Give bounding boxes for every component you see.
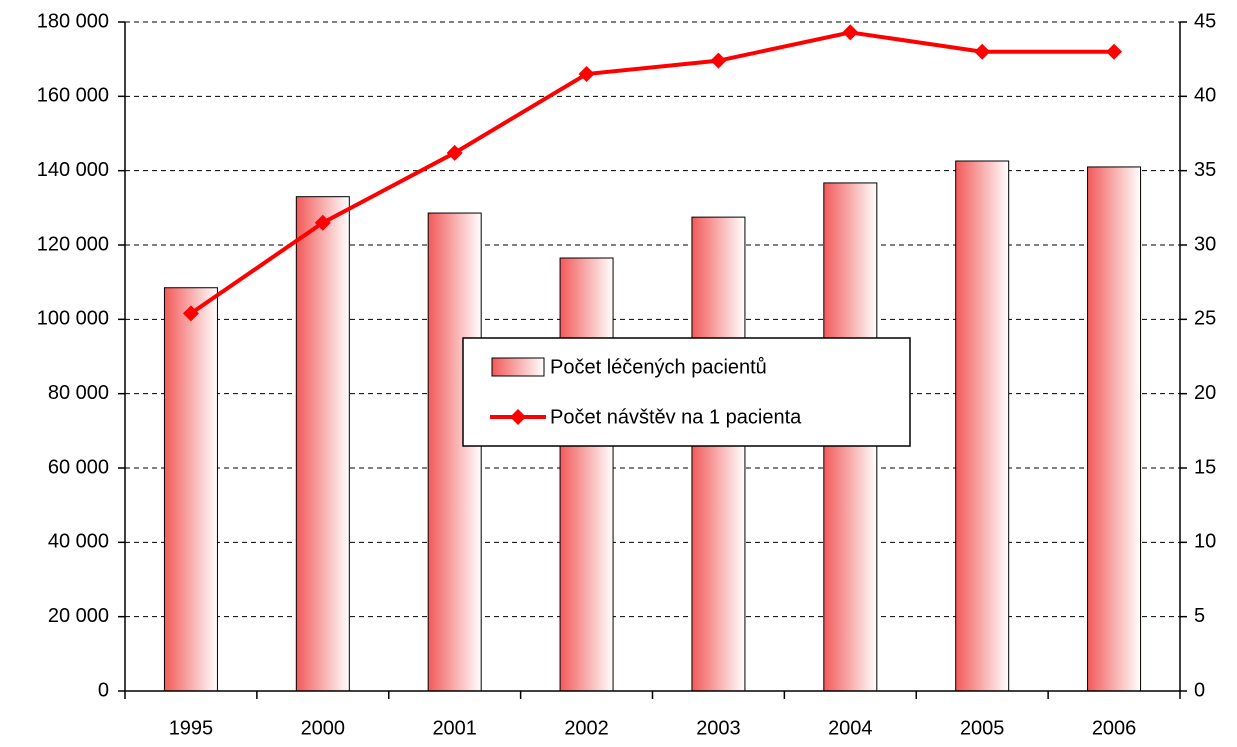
x-tick-label: 2001 [432, 717, 477, 739]
y-tick-label: 160 000 [37, 85, 109, 107]
x-tick-label: 2003 [696, 717, 741, 739]
y2-tick-label: 25 [1194, 308, 1216, 330]
x-tick-label: 2002 [564, 717, 609, 739]
line-marker [182, 305, 199, 322]
bar [427, 212, 482, 692]
y2-tick-label: 30 [1194, 233, 1216, 255]
bar [691, 216, 746, 692]
x-tick-label: 1995 [169, 717, 214, 739]
y-tick-label: 80 000 [48, 382, 109, 404]
y2-tick-label: 0 [1194, 679, 1205, 701]
line-marker [710, 52, 727, 69]
y-tick-label: 180 000 [37, 10, 109, 32]
y-tick-label: 0 [98, 679, 109, 701]
legend-label: Počet návštěv na 1 pacienta [550, 406, 802, 428]
line [189, 30, 1115, 316]
line-marker [842, 24, 859, 41]
y-tick-label: 60 000 [48, 456, 109, 478]
legend: Počet léčených pacientů Počet návštěv na … [462, 337, 911, 447]
bar [295, 196, 350, 692]
bar [163, 287, 218, 692]
bar [955, 160, 1010, 692]
x-tick-label: 2000 [301, 717, 346, 739]
y-tick-label: 20 000 [48, 605, 109, 627]
y2-tick-label: 35 [1194, 159, 1216, 181]
y2-tick-label: 45 [1194, 10, 1216, 32]
x-tick-label: 2005 [960, 717, 1005, 739]
y2-tick-label: 10 [1194, 531, 1216, 553]
line-marker [314, 214, 331, 231]
y2-tick-label: 40 [1194, 85, 1216, 107]
y-tick-label: 140 000 [37, 159, 109, 181]
x-tick-label: 2004 [828, 717, 873, 739]
legend-marker [510, 409, 526, 425]
y-tick-label: 100 000 [37, 308, 109, 330]
legend-swatch [491, 357, 545, 377]
line-marker [1106, 43, 1123, 60]
line-marker [446, 144, 463, 161]
y2-tick-label: 5 [1194, 605, 1205, 627]
y2-tick-label: 15 [1194, 456, 1216, 478]
bar [1087, 166, 1142, 692]
legend-label: Počet léčených pacientů [550, 356, 767, 378]
y2-tick-label: 20 [1194, 382, 1216, 404]
x-tick-label: 2006 [1092, 717, 1137, 739]
bar [559, 257, 614, 692]
legend-box [462, 337, 911, 447]
y-tick-label: 120 000 [37, 233, 109, 255]
y-tick-label: 40 000 [48, 531, 109, 553]
line-marker [974, 43, 991, 60]
line-marker [578, 66, 595, 83]
